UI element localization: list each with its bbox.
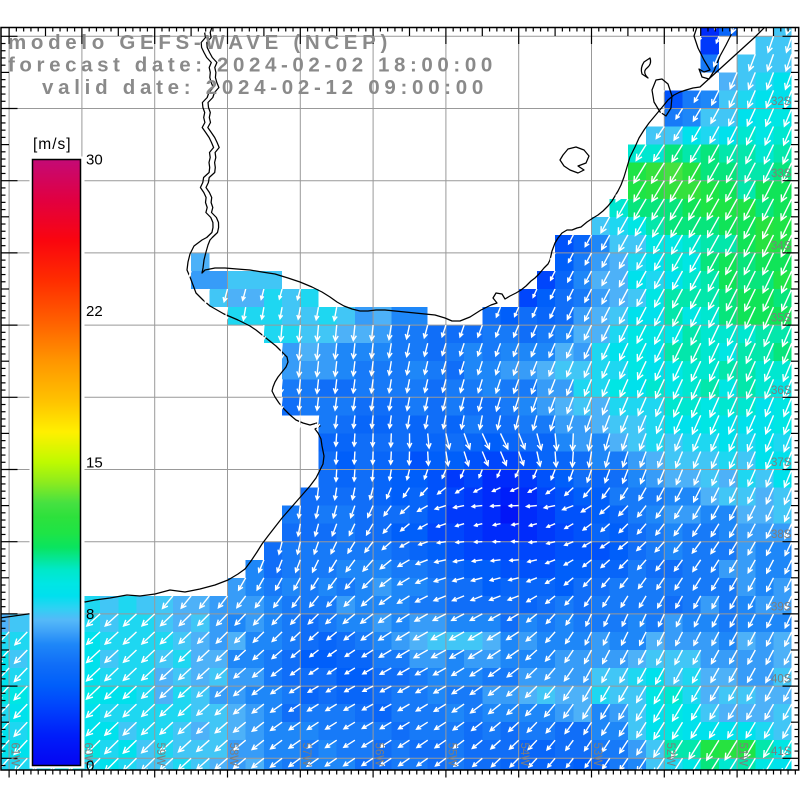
svg-text:forecast date: 2024-02-02 18:0: forecast date: 2024-02-02 18:00:00 xyxy=(8,54,497,77)
svg-text:34S: 34S xyxy=(771,240,792,252)
svg-text:30: 30 xyxy=(86,152,103,169)
svg-text:[m/s]: [m/s] xyxy=(33,136,72,153)
svg-text:54W: 54W xyxy=(518,743,530,767)
svg-text:15: 15 xyxy=(86,455,103,472)
svg-text:8: 8 xyxy=(86,606,94,623)
svg-text:52W: 52W xyxy=(664,743,676,767)
svg-text:59W: 59W xyxy=(154,743,166,767)
svg-text:39S: 39S xyxy=(771,601,792,613)
svg-text:22: 22 xyxy=(86,303,103,320)
svg-text:58W: 58W xyxy=(227,743,239,767)
svg-text:0: 0 xyxy=(86,758,94,775)
svg-text:modelo GEFS-WAVE (NCEP): modelo GEFS-WAVE (NCEP) xyxy=(8,31,392,54)
svg-text:37S: 37S xyxy=(771,457,792,469)
svg-text:51W: 51W xyxy=(737,743,749,767)
svg-text:36S: 36S xyxy=(771,385,792,397)
svg-text:35S: 35S xyxy=(771,313,792,325)
svg-text:56W: 56W xyxy=(373,743,385,767)
svg-text:38S: 38S xyxy=(771,529,792,541)
svg-text:53W: 53W xyxy=(591,743,603,767)
svg-text:55W: 55W xyxy=(445,743,457,767)
svg-text:40S: 40S xyxy=(771,674,792,686)
svg-text:41S: 41S xyxy=(771,746,792,758)
svg-text:57W: 57W xyxy=(300,743,312,767)
svg-text:valid date: 2024-02-12 09:00:0: valid date: 2024-02-12 09:00:00 xyxy=(42,76,488,99)
svg-text:32S: 32S xyxy=(771,96,792,108)
svg-text:33S: 33S xyxy=(771,168,792,180)
svg-text:61W: 61W xyxy=(9,743,21,767)
